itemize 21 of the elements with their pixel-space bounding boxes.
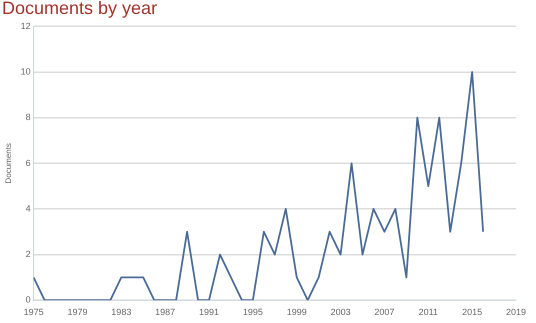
- x-tick-label: 1991: [199, 307, 220, 318]
- x-tick-label: 2003: [330, 307, 351, 318]
- x-tick-label: 2007: [374, 307, 394, 318]
- y-tick-label: 8: [26, 112, 31, 122]
- x-tick-label: 1983: [111, 307, 132, 318]
- x-tick-label: 2011: [418, 307, 438, 318]
- y-tick-label: 0: [26, 294, 31, 305]
- x-tick-label: 1975: [24, 307, 44, 318]
- chart-title: Documents by year: [2, 0, 158, 19]
- y-tick-label: 4: [26, 203, 31, 214]
- x-tick-label: 1999: [286, 307, 307, 318]
- x-tick-label: 1979: [67, 307, 88, 318]
- y-tick-label: 12: [20, 20, 31, 31]
- y-axis-title: Documents: [4, 143, 14, 184]
- x-tick-label: 2019: [506, 307, 526, 318]
- y-tick-label: 6: [26, 158, 31, 168]
- x-tick-label: 1995: [242, 307, 263, 318]
- x-tick-label: 2015: [462, 307, 482, 318]
- y-tick-label: 2: [26, 249, 31, 260]
- x-tick-label: 1987: [155, 307, 176, 318]
- y-tick-label: 10: [20, 66, 31, 77]
